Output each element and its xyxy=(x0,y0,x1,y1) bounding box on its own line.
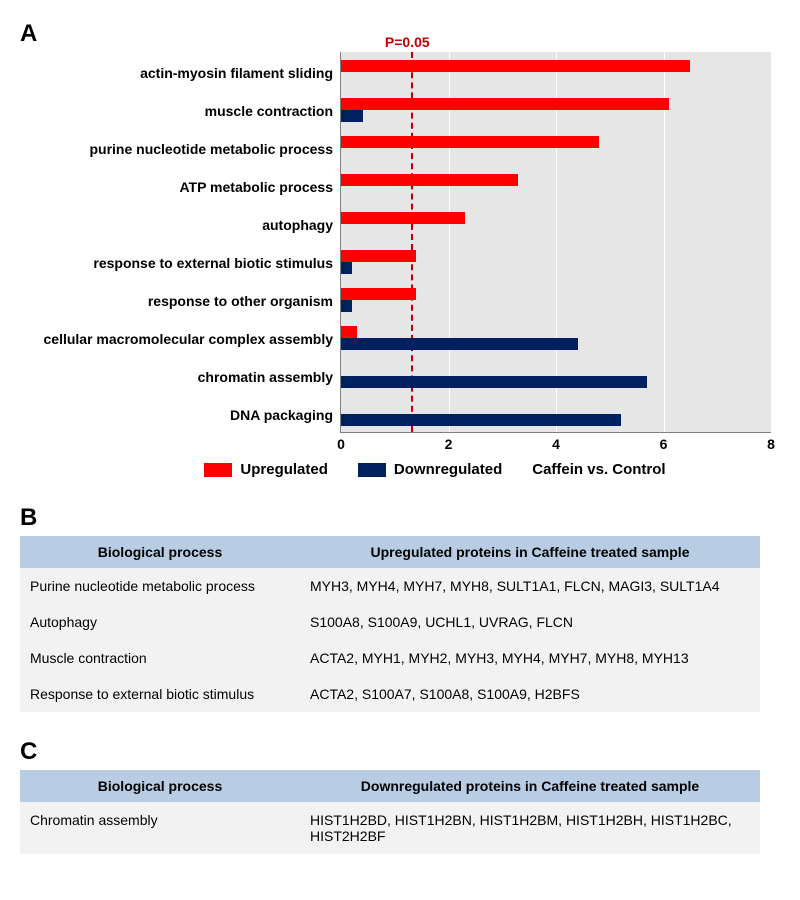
category-row: chromatin assembly xyxy=(341,362,771,400)
x-tick: 4 xyxy=(552,436,560,452)
table-cell: ACTA2, S100A7, S100A8, S100A9, H2BFS xyxy=(300,676,760,712)
x-tick: 2 xyxy=(445,436,453,452)
category-row: autophagy xyxy=(341,210,771,248)
x-tick: 6 xyxy=(660,436,668,452)
chart-legend: Upregulated Downregulated Caffein vs. Cont… xyxy=(90,461,780,478)
legend-swatch xyxy=(358,463,386,477)
table-cell: MYH3, MYH4, MYH7, MYH8, SULT1A1, FLCN, M… xyxy=(300,568,760,604)
gridline xyxy=(771,52,772,432)
bar-up xyxy=(341,288,416,300)
panel-c-label: C xyxy=(20,738,780,766)
table-cell: ACTA2, MYH1, MYH2, MYH3, MYH4, MYH7, MYH… xyxy=(300,640,760,676)
panel-a: A P=0.0502468actin-myosin filament slidi… xyxy=(20,20,780,478)
bar-up xyxy=(341,326,357,338)
legend-down: Downregulated xyxy=(358,461,502,478)
table-row: Purine nucleotide metabolic processMYH3,… xyxy=(20,568,760,604)
category-row: actin-myosin filament sliding xyxy=(341,58,771,96)
legend-swatch xyxy=(204,463,232,477)
table-row: AutophagyS100A8, S100A9, UCHL1, UVRAG, F… xyxy=(20,604,760,640)
panel-b-label: B xyxy=(20,504,780,532)
panel-a-chart: P=0.0502468actin-myosin filament sliding… xyxy=(30,52,780,478)
legend-up: Upregulated xyxy=(204,461,328,478)
bar-down xyxy=(341,110,363,122)
category-row: ATP metabolic process xyxy=(341,172,771,210)
bar-down xyxy=(341,300,352,312)
bar-up xyxy=(341,212,465,224)
bar-up xyxy=(341,98,669,110)
table-cell: Chromatin assembly xyxy=(20,802,300,854)
category-label: response to other organism xyxy=(148,293,341,309)
x-tick: 8 xyxy=(767,436,775,452)
category-label: purine nucleotide metabolic process xyxy=(89,141,341,157)
plot-area: 02468actin-myosin filament slidingmuscle… xyxy=(340,52,771,433)
category-label: actin-myosin filament sliding xyxy=(140,65,341,81)
table-header: Biological process xyxy=(20,536,300,568)
category-row: response to external biotic stimulus xyxy=(341,248,771,286)
category-label: DNA packaging xyxy=(230,407,341,423)
category-row: muscle contraction xyxy=(341,96,771,134)
table-cell: Purine nucleotide metabolic process xyxy=(20,568,300,604)
category-row: DNA packaging xyxy=(341,400,771,438)
table-header: Upregulated proteins in Caffeine treated… xyxy=(300,536,760,568)
table-row: Muscle contractionACTA2, MYH1, MYH2, MYH… xyxy=(20,640,760,676)
bar-up xyxy=(341,136,599,148)
legend-text: Upregulated xyxy=(240,461,328,478)
table-cell: Muscle contraction xyxy=(20,640,300,676)
category-row: response to other organism xyxy=(341,286,771,324)
bar-up xyxy=(341,174,518,186)
panel-b-table: Biological processUpregulated proteins i… xyxy=(20,536,760,712)
bar-up xyxy=(341,60,690,72)
table-header: Biological process xyxy=(20,770,300,802)
category-label: chromatin assembly xyxy=(198,369,341,385)
table-cell: HIST1H2BD, HIST1H2BN, HIST1H2BM, HIST1H2… xyxy=(300,802,760,854)
x-tick: 0 xyxy=(337,436,345,452)
category-row: cellular macromolecular complex assembly xyxy=(341,324,771,362)
table-row: Response to external biotic stimulusACTA… xyxy=(20,676,760,712)
category-label: ATP metabolic process xyxy=(179,179,341,195)
category-label: cellular macromolecular complex assembly xyxy=(44,331,341,347)
bar-down xyxy=(341,262,352,274)
table-header: Downregulated proteins in Caffeine treat… xyxy=(300,770,760,802)
legend-context: Caffein vs. Control xyxy=(532,461,665,478)
panel-c: C Biological processDownregulated protei… xyxy=(20,738,780,854)
category-row: purine nucleotide metabolic process xyxy=(341,134,771,172)
significance-label: P=0.05 xyxy=(385,34,430,50)
bar-down xyxy=(341,376,647,388)
category-label: muscle contraction xyxy=(205,103,341,119)
category-label: response to external biotic stimulus xyxy=(93,255,341,271)
bar-down xyxy=(341,414,621,426)
table-cell: S100A8, S100A9, UCHL1, UVRAG, FLCN xyxy=(300,604,760,640)
table-cell: Autophagy xyxy=(20,604,300,640)
category-label: autophagy xyxy=(262,217,341,233)
bar-down xyxy=(341,338,578,350)
legend-text: Caffein vs. Control xyxy=(532,461,665,478)
bar-up xyxy=(341,250,416,262)
panel-c-table: Biological processDownregulated proteins… xyxy=(20,770,760,854)
legend-text: Downregulated xyxy=(394,461,502,478)
table-row: Chromatin assemblyHIST1H2BD, HIST1H2BN, … xyxy=(20,802,760,854)
panel-b: B Biological processUpregulated proteins… xyxy=(20,504,780,712)
table-cell: Response to external biotic stimulus xyxy=(20,676,300,712)
